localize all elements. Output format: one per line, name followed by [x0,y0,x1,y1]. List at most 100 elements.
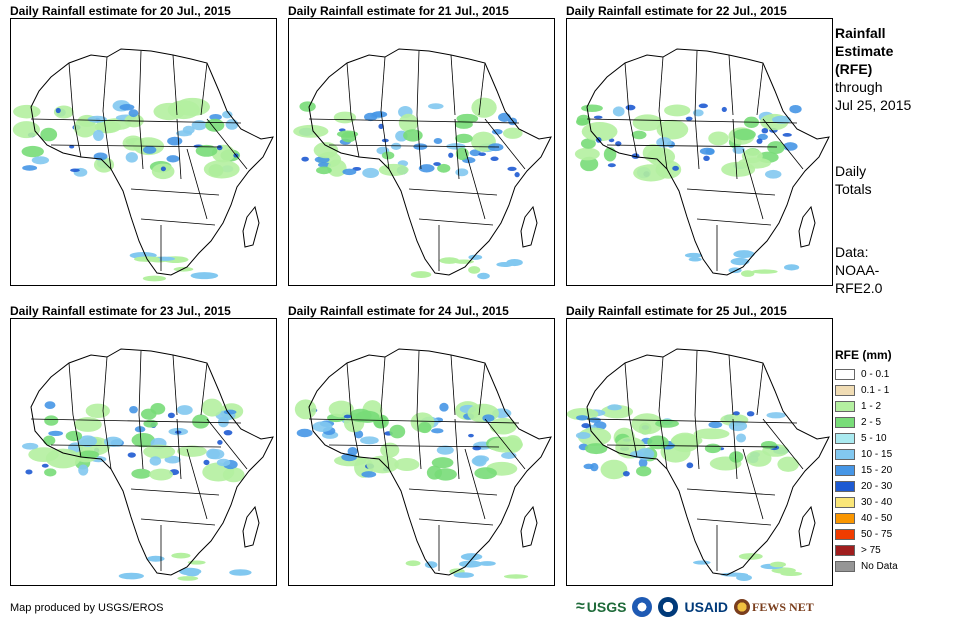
rainfall-patch [206,448,220,460]
country-border [742,148,764,220]
rainfall-patch [448,152,454,158]
country-border [350,114,360,158]
legend-item: 20 - 30 [835,478,898,494]
rainfall-patch [176,405,193,415]
rainfall-patch [131,432,155,448]
rainfall-patch [593,115,603,119]
rainfall-patch [119,104,135,111]
rainfall-patch [764,169,782,179]
country-border [30,418,242,424]
country-border [72,414,82,458]
map-panel-23-jul: Daily Rainfall estimate for 23 Jul., 201… [10,304,277,586]
country-border [628,414,638,458]
through-date: Jul 25, 2015 [835,97,912,113]
africa-map-svg [293,48,552,280]
legend-label: 5 - 10 [861,432,887,444]
country-border [72,114,82,158]
legend-swatch [835,544,855,556]
rainfall-patch [455,168,469,177]
rainfall-patch [738,553,763,560]
rainfall-patch [434,468,457,481]
rainfall-patch [55,107,61,114]
country-border [484,118,526,170]
rainfall-patch [782,133,792,137]
rainfall-patch [333,111,357,124]
rainfall-patch [581,423,590,429]
rainfall-patch [612,106,625,117]
africa-map-svg [12,48,274,282]
rainfall-patch [468,266,481,274]
country-border [658,410,668,470]
country-border [418,218,494,226]
rainfall-patch [703,155,710,162]
rainfall-patch [22,165,38,171]
rainfall-patch [720,572,749,577]
country-border [418,518,494,526]
rainfall-patch [149,468,174,481]
rainfall-patch [195,144,218,157]
rainfall-patch [216,145,223,151]
rainfall-patch [704,443,722,454]
noaa-logo-icon [632,597,653,617]
country-border [624,62,630,116]
rainfall-patch [171,552,191,559]
rainfall-patch [468,433,474,438]
rainfall-patch [664,104,691,117]
rainfall-patch [93,129,104,141]
country-border [762,118,804,170]
rainfall-patch [223,409,237,415]
rainfall-patch [118,572,144,580]
rainfall-patch [177,576,199,581]
rainfall-patch [770,561,786,568]
country-border [762,418,804,470]
country-border [140,518,216,526]
legend-item: 10 - 15 [835,446,898,462]
panel-title: Daily Rainfall estimate for 21 Jul., 201… [288,4,509,18]
legend-label: 0 - 0.1 [861,368,890,380]
legend-label: 15 - 20 [861,464,893,476]
country-border [464,448,486,520]
rainfall-patch [21,442,39,450]
country-border [658,356,664,412]
legend-label: 1 - 2 [861,400,882,412]
rainfall-map [10,18,277,286]
legend-swatch [835,560,855,572]
rainfall-patch [103,436,123,447]
legend-swatch [835,528,855,540]
rainfall-patch [203,159,240,179]
rainfall-patch [79,450,100,459]
rainfall-patch [670,434,703,447]
rainfall-patch [167,412,175,419]
rainfall-patch [708,421,723,429]
panel-title: Daily Rainfall estimate for 24 Jul., 201… [288,304,509,318]
rainfall-patch [584,443,608,455]
rainfall-patch [394,458,420,471]
africa-coastline [30,48,274,276]
rainfall-patch [70,168,80,172]
rainfall-patch [294,399,317,420]
rainfall-patch [761,127,769,134]
rainfall-patch [502,127,523,139]
africa-coastline [586,48,830,276]
rainfall-patch [167,136,183,146]
rainfall-patch [638,458,648,468]
country-border [756,362,764,416]
rainfall-patch [301,156,309,162]
rainfall-patch [128,109,139,118]
rainfall-patch [40,127,58,142]
rainfall-patch [327,159,347,177]
rainfall-patch [740,270,755,277]
country-border [380,110,390,170]
rainfall-patch [496,261,514,268]
country-border [102,410,112,470]
rainfall-patch [622,470,630,477]
country-border [172,54,178,116]
map-panel-22-jul: Daily Rainfall estimate for 22 Jul., 201… [566,4,833,286]
country-border [732,418,738,480]
rainfall-patch [410,271,432,279]
country-border [454,418,460,480]
madagascar-outline [242,505,260,548]
rainfall-patch [151,163,175,180]
legend-swatch [835,480,855,492]
legend-item: 40 - 50 [835,510,898,526]
